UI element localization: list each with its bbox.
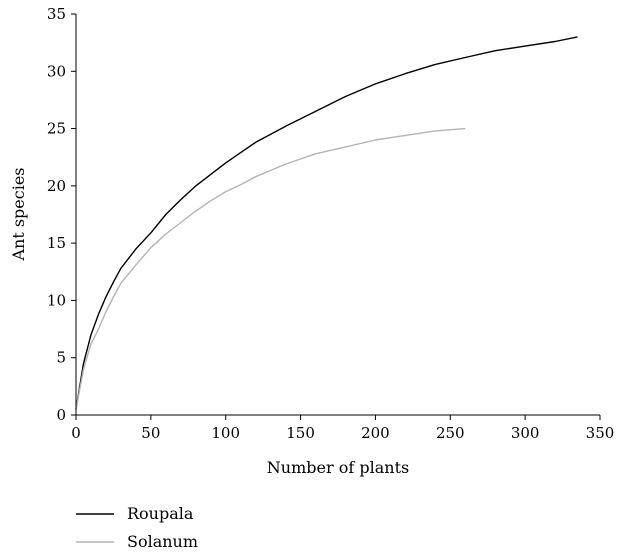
y-tick-label: 30 <box>47 62 66 80</box>
y-tick-label: 25 <box>47 120 66 138</box>
x-ticks: 0 50 100 150 200 250 300 350 <box>71 415 614 442</box>
y-tick-label: 15 <box>47 234 66 252</box>
x-tick-label: 300 <box>511 424 540 442</box>
plot-area <box>75 36 578 410</box>
y-ticks: 0 5 10 15 20 25 30 35 <box>47 5 76 424</box>
y-axis-title: Ant species <box>9 167 28 261</box>
series-line-solanum <box>75 127 466 410</box>
x-tick-label: 0 <box>71 424 81 442</box>
x-tick-label: 150 <box>286 424 315 442</box>
x-tick-label: 350 <box>586 424 615 442</box>
y-tick-label: 5 <box>56 349 66 367</box>
y-tick-label: 20 <box>47 177 66 195</box>
x-tick-label: 100 <box>211 424 240 442</box>
y-tick-label: 10 <box>47 291 66 309</box>
series-line-roupala <box>75 36 578 410</box>
x-tick-label: 250 <box>436 424 465 442</box>
legend-label-roupala: Roupala <box>127 504 194 523</box>
x-tick-label: 200 <box>361 424 390 442</box>
y-tick-label: 0 <box>56 406 66 424</box>
x-tick-label: 50 <box>141 424 160 442</box>
legend: Roupala Solanum <box>76 504 198 551</box>
axes <box>75 14 600 416</box>
y-tick-label: 35 <box>47 5 66 23</box>
legend-label-solanum: Solanum <box>127 532 198 551</box>
x-axis-title: Number of plants <box>267 458 409 477</box>
